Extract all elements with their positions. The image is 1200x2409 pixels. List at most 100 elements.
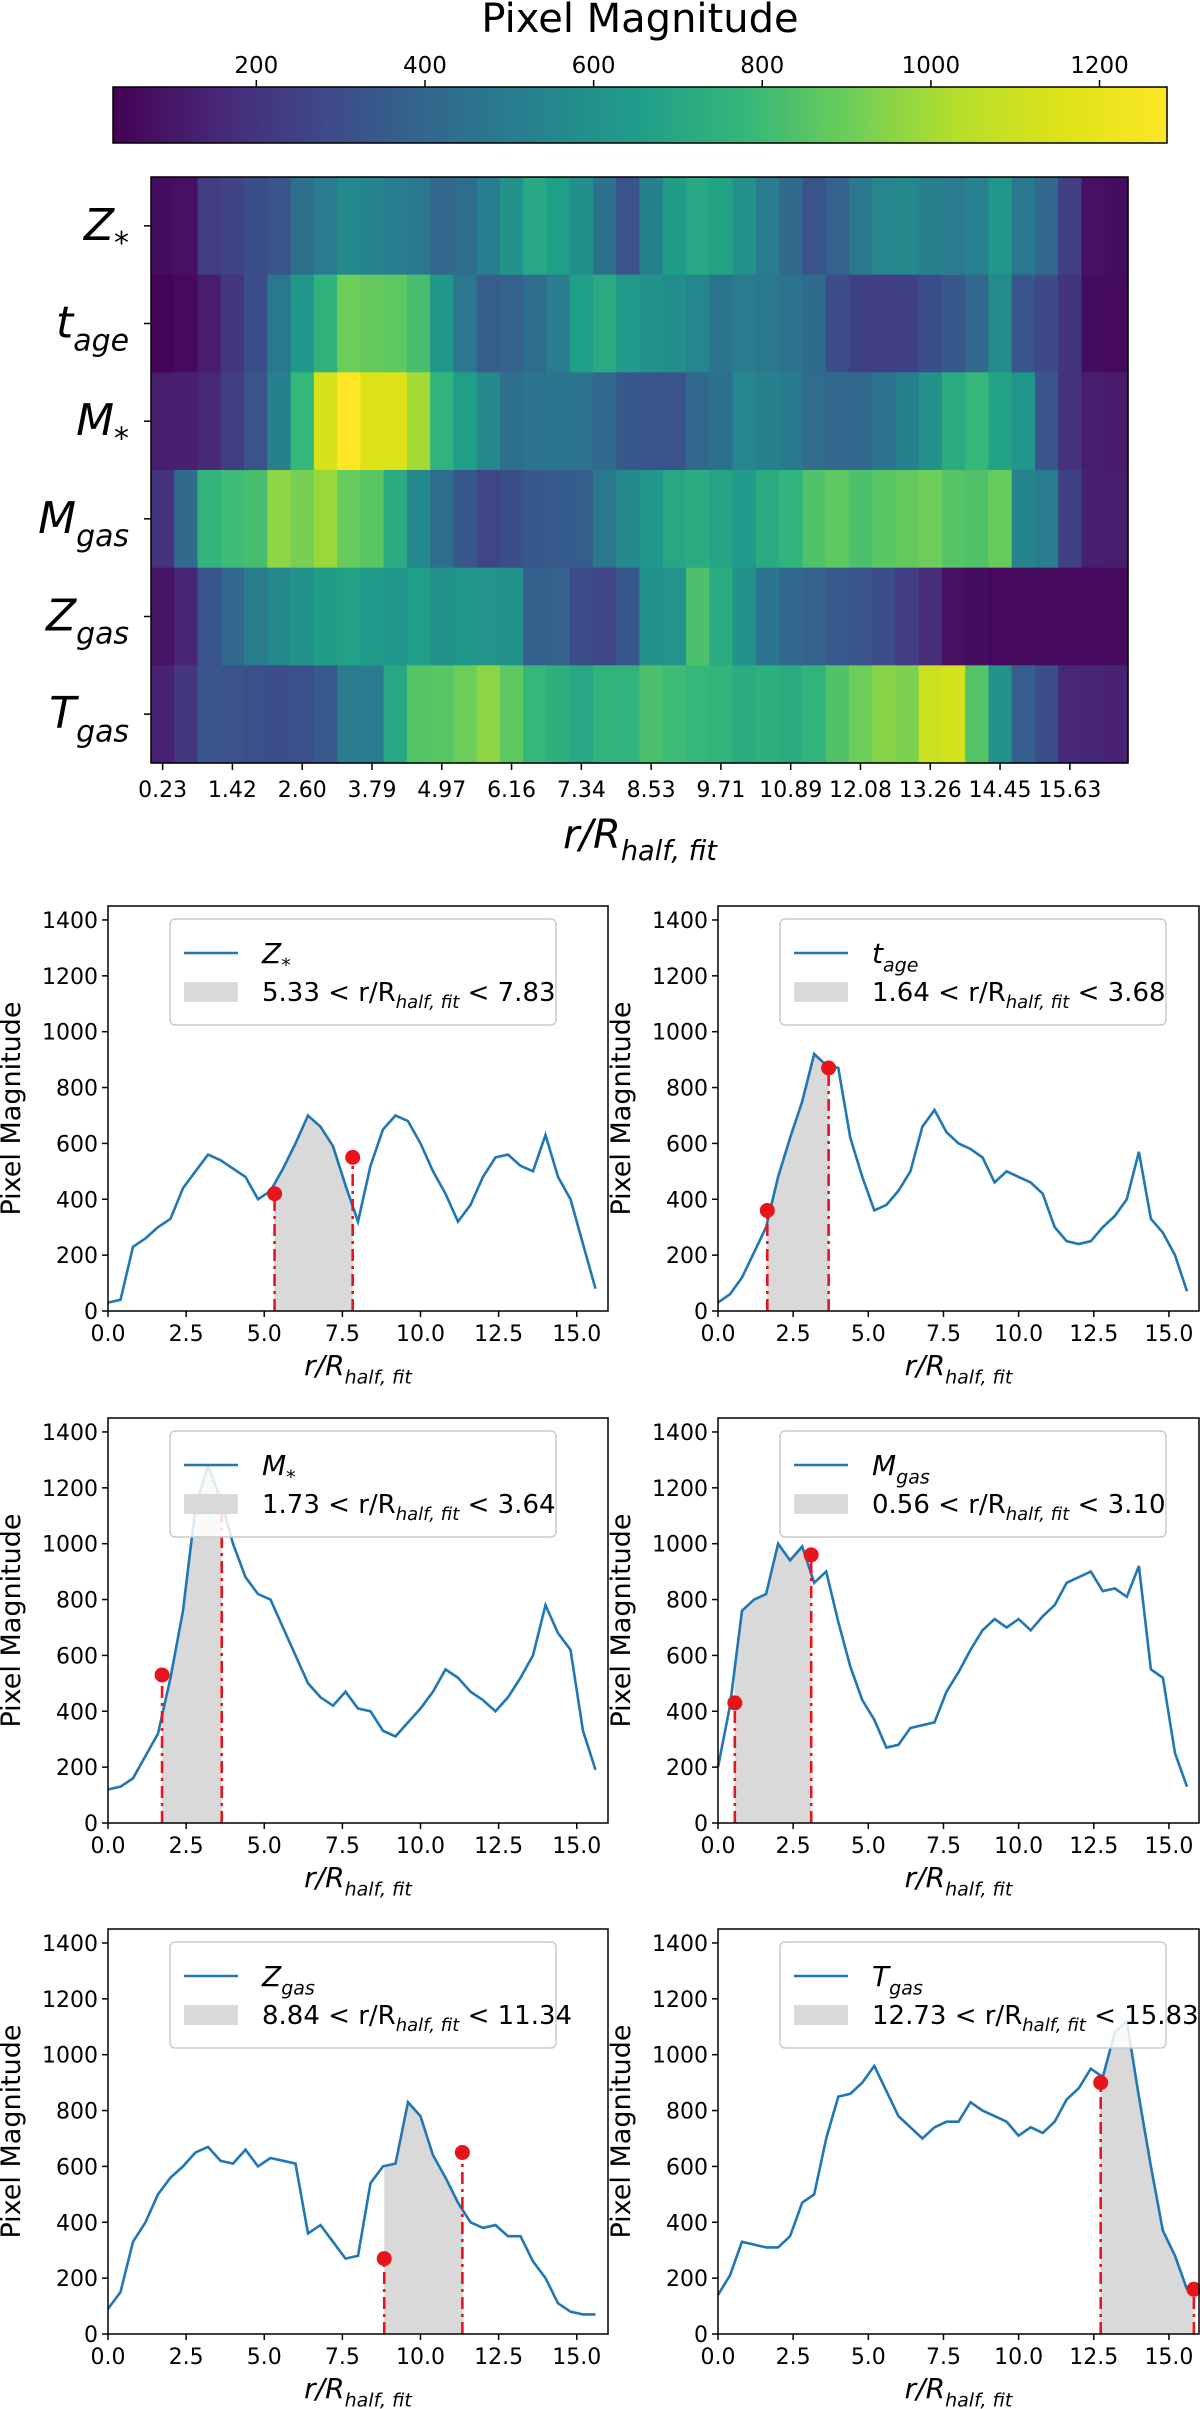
legend-series-label: tage: [872, 937, 918, 976]
legend-range-sub: half, fit: [1006, 992, 1071, 1013]
shaded-range: [734, 1543, 812, 1823]
heatmap-cell: [453, 372, 478, 471]
heatmap-cell: [430, 470, 455, 569]
range-boundary-marker: [154, 1667, 170, 1683]
legend: [779, 1430, 1167, 1538]
heatmap-cell: [918, 372, 943, 471]
heatmap-cell: [499, 567, 524, 666]
heatmap-cell: [244, 470, 268, 569]
heatmap-cell: [732, 372, 757, 471]
xlabel-base: r/R: [304, 1349, 344, 1382]
ytick-label: 1000: [652, 1533, 708, 1558]
heatmap-cell: [151, 470, 175, 569]
heatmap-cell: [313, 372, 338, 471]
xtick-label: 2.5: [776, 1834, 811, 1859]
heatmap-cell: [569, 372, 594, 471]
heatmap-cell: [848, 665, 873, 764]
xtick-label: 2.5: [169, 2345, 204, 2370]
heatmap-cell: [430, 567, 455, 666]
heatmap-cell: [546, 274, 571, 373]
heatmap-cell: [732, 177, 757, 276]
heatmap-cell: [592, 470, 617, 569]
legend-shade-swatch: [794, 1494, 848, 1514]
series-line: [717, 1051, 1189, 1304]
legend-series-label-base: M: [262, 1449, 286, 1482]
heatmap-cell: [686, 372, 710, 471]
xtick-label: 15.0: [1144, 2345, 1193, 2370]
heatmap-cell: [616, 177, 641, 276]
heatmap-cell: [965, 470, 990, 569]
heatmap-cell: [825, 274, 850, 373]
heatmap-cell: [918, 177, 943, 276]
heatmap-xtick-label: 8.53: [627, 778, 676, 803]
xlabel: r/Rhalf, fit: [905, 2372, 1014, 2409]
heatmap-cell: [825, 567, 850, 666]
heatmap-cell: [662, 274, 687, 373]
heatmap-cell: [337, 567, 361, 666]
heatmap-cell: [1011, 274, 1036, 373]
ytick-label: 1000: [42, 1021, 98, 1046]
heatmap-cell: [267, 274, 292, 373]
legend-range-lower: 0.56 < r/R: [872, 1490, 1006, 1520]
heatmap-cell: [523, 274, 548, 373]
xtick-label: 5.0: [851, 1834, 886, 1859]
legend-series-label-base: Z: [261, 937, 282, 970]
heatmap-cell: [895, 177, 920, 276]
heatmap-cell: [872, 665, 896, 764]
shaded-range: [274, 1115, 353, 1311]
line-panel-tgas: 0 200 400 600 800 1000 1200 1400 0.0 2.5 5.0 7.5 10.…: [606, 1928, 1200, 2409]
heatmap-cell: [872, 274, 896, 373]
heatmap-cell: [569, 177, 594, 276]
ytick-label: 400: [56, 2211, 98, 2236]
heatmap-cell: [592, 177, 617, 276]
xtick-label: 0.0: [701, 1834, 736, 1859]
colorbar: [112, 86, 1168, 144]
heatmap-cell: [1011, 470, 1036, 569]
colorbar-title: Pixel Magnitude: [481, 0, 798, 42]
heatmap-xtick-label: 6.16: [487, 778, 536, 803]
heatmap-cell: [1104, 567, 1129, 666]
heatmap-xtick-label: 4.97: [417, 778, 466, 803]
legend-range-sub: half, fit: [1022, 2015, 1087, 2036]
heatmap-cell: [686, 567, 710, 666]
heatmap-cell: [965, 274, 990, 373]
xlabel-base: r/R: [304, 2372, 344, 2405]
heatmap-cell: [220, 470, 245, 569]
axes-frame: [717, 905, 1200, 1312]
heatmap-cell: [686, 470, 710, 569]
heatmap-cell: [709, 372, 734, 471]
heatmap-cell: [220, 177, 245, 276]
heatmap-cell: [918, 470, 943, 569]
heatmap-cell: [313, 470, 338, 569]
heatmap-cell: [174, 470, 199, 569]
range-boundary-marker: [803, 1547, 819, 1563]
heatmap-cell: [290, 177, 315, 276]
xtick-label: 15.0: [552, 1322, 601, 1347]
ytick-label: 1000: [42, 1533, 98, 1558]
xtick-label: 0.0: [91, 1834, 126, 1859]
legend-range-upper: < 3.68: [1069, 978, 1165, 1008]
heatmap-cell: [197, 567, 222, 666]
heatmap-cell: [313, 567, 338, 666]
range-boundary-marker: [376, 2251, 392, 2267]
shaded-range: [1100, 2021, 1194, 2334]
legend: [779, 918, 1167, 1026]
heatmap-cell: [755, 470, 780, 569]
heatmap-cell: [802, 274, 827, 373]
xtick-label: 15.0: [1144, 1834, 1193, 1859]
ytick-label: 600: [666, 1132, 708, 1157]
heatmap-cell: [988, 372, 1013, 471]
legend-range-label: 12.73 < r/Rhalf, fit < 15.83: [872, 2001, 1199, 2036]
ylabel: Pixel Magnitude: [0, 2024, 27, 2238]
heatmap-cell: [755, 372, 780, 471]
legend-range-label: 1.73 < r/Rhalf, fit < 3.64: [262, 1490, 556, 1525]
heatmap-cell: [151, 274, 175, 373]
ytick-label: 800: [56, 1077, 98, 1102]
ytick-label: 0: [694, 2323, 708, 2348]
legend-series-label-base: M: [872, 1449, 896, 1482]
heatmap-cell: [848, 372, 873, 471]
colorbar-tick-label: 600: [572, 53, 616, 79]
heatmap-cell: [802, 177, 827, 276]
heatmap-cell: [1104, 665, 1129, 764]
